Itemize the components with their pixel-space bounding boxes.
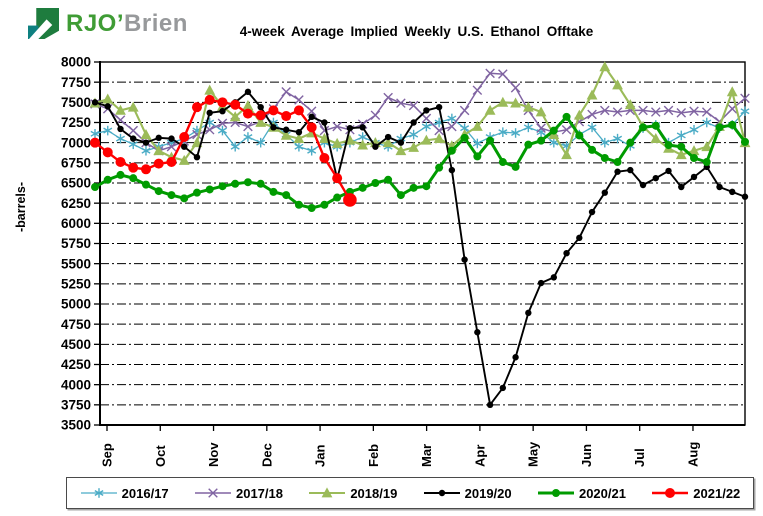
month-label: Jun	[579, 444, 594, 467]
series-line	[94, 90, 746, 406]
legend-marker-dot-small-icon	[423, 489, 460, 497]
y-axis-label: -barrels-	[14, 181, 28, 233]
series-2020-21	[91, 112, 749, 213]
series-line	[94, 72, 746, 152]
legend-marker-dot-large-icon	[652, 488, 689, 498]
series-markers	[91, 88, 749, 409]
month-label: Jul	[632, 448, 647, 467]
legend-item-2021-22: 2021/22	[651, 485, 740, 501]
legend: 2016/17 2017/18 2018/19 2019/20 2020/21 2021/…	[66, 477, 754, 509]
y-tick-label: 8000	[61, 55, 91, 70]
month-label: Nov	[206, 442, 221, 467]
legend-marker-dot-icon	[537, 489, 574, 497]
gridlines	[100, 81, 745, 406]
x-axis-ticks: Sep Oct Nov Dec Jan Feb Mar Apr May Jun Jul Aug	[100, 425, 700, 467]
y-tick-label: 4750	[61, 317, 91, 332]
y-tick-label: 6750	[61, 156, 91, 171]
month-label: Dec	[259, 443, 274, 467]
legend-label: 2016/17	[121, 485, 169, 501]
logo-text-green: RJO’	[66, 9, 125, 37]
y-tick-label: 5000	[61, 297, 91, 312]
legend-item-2020-21: 2020/21	[537, 485, 626, 501]
rjobrien-logo-icon	[28, 8, 59, 39]
month-label: Feb	[366, 444, 381, 467]
month-label: Sep	[100, 443, 115, 467]
month-label: May	[526, 441, 541, 467]
y-tick-label: 5250	[61, 277, 91, 292]
series-2019-20	[91, 88, 749, 409]
month-label: Aug	[685, 442, 700, 467]
legend-item-2016-17: 2016/17	[80, 485, 169, 501]
y-tick-label: 7250	[61, 115, 91, 130]
y-tick-label: 3500	[61, 418, 91, 433]
month-label: Oct	[153, 445, 168, 467]
series-markers	[90, 94, 357, 207]
series-line	[93, 65, 747, 162]
month-label: Jan	[313, 445, 328, 467]
y-tick-label: 3750	[61, 398, 91, 413]
legend-label: 2020/21	[578, 485, 626, 501]
rjobrien-logo-text: RJO’Brien	[66, 10, 188, 38]
y-tick-label: 4000	[61, 377, 91, 392]
legend-label: 2021/22	[693, 485, 741, 501]
series-2016-17	[90, 106, 750, 156]
y-axis-ticks: 3500 3750 4000 4250 4500 4750 5000 5250 5500 5750…	[61, 55, 100, 433]
y-tick-label: 6250	[61, 196, 91, 211]
y-tick-label: 6500	[61, 176, 91, 191]
y-tick-label: 7000	[61, 135, 91, 150]
legend-label: 2019/20	[464, 485, 512, 501]
legend-marker-x-icon	[194, 488, 231, 498]
y-tick-label: 4500	[61, 337, 91, 352]
legend-item-2018-19: 2018/19	[308, 485, 397, 501]
legend-item-2017-18: 2017/18	[194, 485, 283, 501]
chart-title: 4-week Average Implied Weekly U.S. Ethan…	[239, 24, 594, 39]
y-tick-label: 6000	[61, 216, 91, 231]
y-tick-label: 4250	[61, 357, 91, 372]
legend-marker-asterisk-icon	[80, 488, 117, 498]
y-tick-label: 7750	[61, 75, 91, 90]
legend-label: 2018/19	[350, 485, 398, 501]
series-2021-22	[90, 94, 357, 207]
month-label: Mar	[419, 444, 434, 467]
rjobrien-logo: RJO’Brien	[28, 8, 188, 39]
logo-text-gray: Brien	[124, 9, 188, 37]
legend-item-2019-20: 2019/20	[423, 485, 512, 501]
y-tick-label: 5750	[61, 236, 91, 251]
legend-marker-triangle-icon	[309, 487, 346, 498]
series-markers	[91, 112, 749, 213]
y-tick-label: 5500	[61, 256, 91, 271]
legend-label: 2017/18	[235, 485, 283, 501]
month-label: Apr	[472, 445, 487, 467]
series-line	[93, 115, 747, 210]
y-tick-label: 7500	[61, 95, 91, 110]
